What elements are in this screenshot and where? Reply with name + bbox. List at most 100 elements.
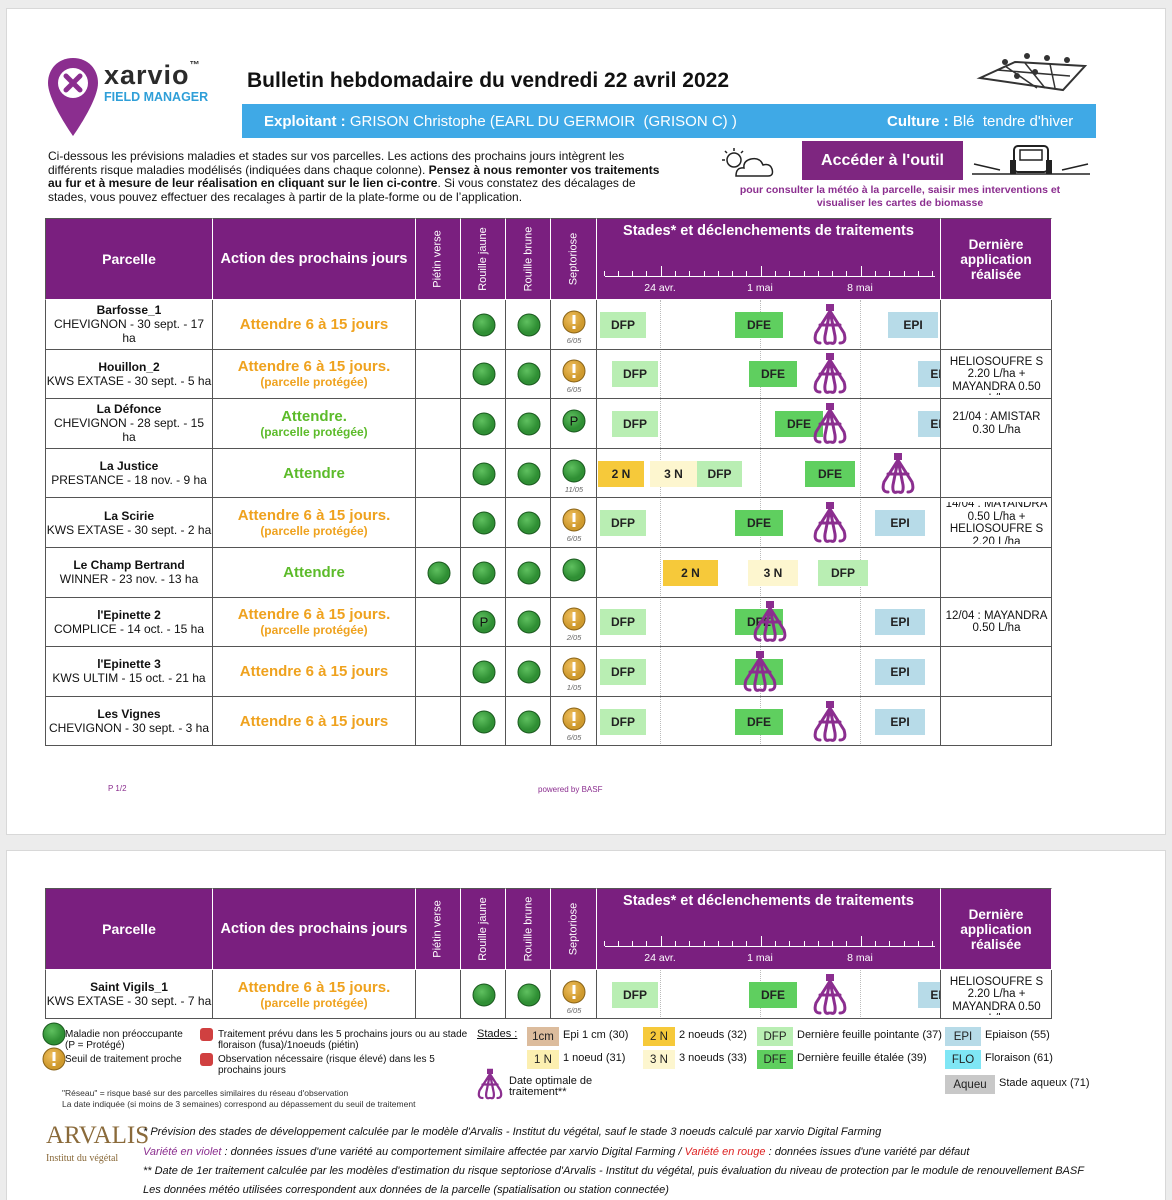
status-ok: [472, 710, 495, 734]
status-ok: [562, 558, 586, 582]
timeline-tick: [889, 941, 891, 946]
status-ok: [472, 462, 495, 486]
legend-stage-text: Dernière feuille pointante (37): [797, 1029, 942, 1041]
cell: Attendre 6 à 15 jours. (parcelle protégée…: [213, 597, 416, 648]
stage-chip: DFE: [735, 510, 783, 537]
parcel-detail: CHEVIGNON - 28 sept. - 15 ha: [53, 416, 205, 445]
last-application: 14/04 : HELIOSOUFRE S 2.20 L/ha + MAYAND…: [949, 354, 1044, 396]
cell: Attendre 6 à 15 jours. (parcelle protégée…: [213, 970, 416, 1019]
cell: [941, 970, 1052, 1019]
cell: [416, 498, 461, 548]
cell: [416, 597, 461, 648]
timeline-tick: [789, 941, 791, 946]
action: Attendre 6 à 15 jours: [239, 662, 389, 680]
status-alert: [562, 980, 586, 1003]
treatment-icon: [810, 352, 850, 396]
tool-button[interactable]: Accéder à l'outil: [802, 141, 963, 180]
alert-date: 6/05: [566, 534, 582, 544]
timeline-tick: [703, 941, 705, 946]
timeline-tick: [675, 941, 677, 946]
parcel-detail: CHEVIGNON - 30 sept. - 3 ha: [48, 721, 210, 736]
cell: Attendre: [213, 448, 416, 499]
cell: Attendre 6 à 15 jours: [213, 300, 416, 350]
treatment-icon: [750, 600, 790, 644]
footnote: Variété en violet : données issues d'une…: [143, 1146, 969, 1158]
cell: Le Champ Bertrand WINNER - 23 nov. - 13 h…: [45, 548, 213, 598]
timeline-tick: [875, 271, 877, 276]
cell: Les Vignes CHEVIGNON - 30 sept. - 3 ha: [45, 696, 213, 747]
legend-stage-text: Epiaison (55): [985, 1029, 1050, 1041]
timeline-date: 24 avr.: [644, 282, 676, 294]
stage-chip: DFP: [600, 311, 646, 338]
stage-chip: 2 N: [663, 559, 718, 586]
stage-chip: 3 N: [650, 460, 697, 487]
timeline-tick: [703, 271, 705, 276]
farmer-label: Exploitant :: [264, 113, 346, 130]
footnote: Les données météo utilisées corresponden…: [143, 1184, 669, 1196]
guide-line: [660, 300, 661, 747]
legend-text: floraison (fusa)/1noeuds (piétin): [218, 1040, 359, 1051]
alert-date: 6/05: [566, 335, 582, 345]
treatment-icon: [740, 650, 780, 694]
header-stages: Stades* et déclenchements de traitements: [597, 888, 941, 970]
cell: l'Epinette 3 KWS ULTIM - 15 oct. - 21 ha: [45, 647, 213, 697]
status-ok: [517, 710, 540, 734]
header-parcelle: Parcelle: [45, 888, 213, 970]
cell: [941, 300, 1052, 350]
legend-text: Maladie non préoccupante: [65, 1029, 183, 1040]
guide-line: [860, 970, 861, 1019]
timeline-tick: [689, 271, 691, 276]
timeline-tick: [789, 271, 791, 276]
timeline-tick: [917, 941, 919, 946]
legend-text: traitement**: [509, 1086, 567, 1098]
red-label: Variété en rouge: [684, 1146, 766, 1158]
timeline-date: 1 mai: [747, 282, 773, 294]
legend-chip: 1 N: [527, 1050, 559, 1069]
parcel-name: l'Epinette 3: [97, 657, 161, 672]
violet-label: Variété en violet: [143, 1146, 222, 1158]
timeline-tick: [603, 271, 605, 276]
timeline-tick: [675, 271, 677, 276]
stage-chip: DFP: [600, 609, 646, 636]
cell: [416, 696, 461, 747]
cell: Attendre 6 à 15 jours: [213, 647, 416, 697]
timeline-tick: [632, 941, 634, 946]
header-last: Dernière application réalisée: [941, 888, 1052, 970]
parcel-name: Barfosse_1: [96, 303, 162, 318]
legend-chip: DFP: [757, 1027, 793, 1046]
farmer: Exploitant : GRISON Christophe (EARL DU …: [264, 113, 737, 130]
stage-chip: DFP: [600, 510, 646, 537]
timeline-axis: [605, 946, 935, 947]
stage-chip: EPI: [918, 361, 940, 388]
status-alert: [42, 1047, 66, 1071]
legend-text: Seuil de traitement proche: [65, 1054, 182, 1065]
legend-chip: 2 N: [643, 1027, 675, 1046]
timeline-tick: [632, 271, 634, 276]
arvalis-logo: ARVALIS: [46, 1122, 150, 1149]
timeline-date: 8 mai: [847, 952, 873, 964]
legend-chip: 3 N: [643, 1050, 675, 1069]
legend-text: La date indiquée (si moins de 3 semaines…: [62, 1099, 416, 1109]
stage-chip: DFP: [600, 658, 646, 685]
cell: Attendre: [213, 548, 416, 598]
last-application: 14/04 : MAYANDRA 0.50 L/ha + HELIOSOUFRE…: [945, 502, 1048, 544]
cell: Saint Vigils_1 KWS EXTASE - 30 sept. - 7 …: [45, 970, 213, 1019]
parcel-detail: KWS ULTIM - 15 oct. - 21 ha: [52, 671, 206, 686]
stage-chip: EPI: [918, 410, 940, 437]
footnote-text: : données issues d'une variété au compor…: [221, 1146, 685, 1158]
timeline-tick: [860, 936, 862, 946]
header-disease: Rouille brune: [506, 218, 551, 300]
header-disease: Septoriose: [551, 218, 597, 300]
status-alert: [562, 359, 586, 383]
footnote: * Prévision des stades de développement …: [143, 1126, 882, 1138]
footnote-text: : données issues d'une variété par défau…: [765, 1146, 970, 1158]
crop-label: Culture :: [887, 113, 949, 130]
action: Attendre: [283, 464, 345, 482]
timeline-tick: [717, 941, 719, 946]
legend-stage-text: Dernière feuille étalée (39): [797, 1052, 927, 1064]
action: Attendre 6 à 15 jours.: [237, 358, 391, 376]
